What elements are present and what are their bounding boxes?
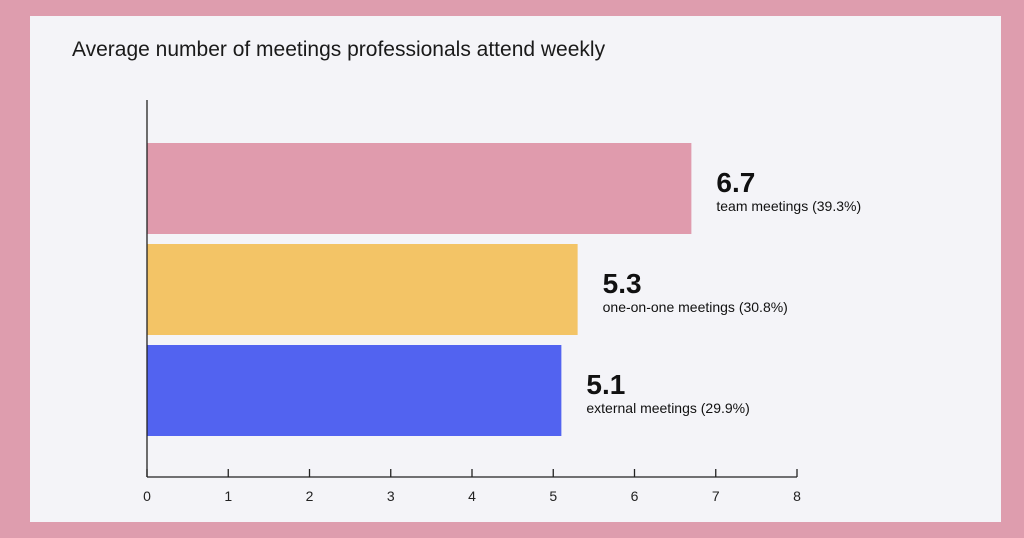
bars-group (147, 143, 692, 436)
bar-one-on-one-meetings (147, 244, 578, 335)
bar-value-label: 6.7 (716, 167, 755, 198)
x-tick-label: 8 (793, 488, 801, 504)
bar-value-label: 5.3 (603, 268, 642, 299)
bar-external-meetings (147, 345, 562, 436)
bar-team-meetings (147, 143, 692, 234)
x-tick-label: 6 (631, 488, 639, 504)
x-tick-label: 5 (549, 488, 557, 504)
x-tick-label: 4 (468, 488, 476, 504)
x-axis: 0 1 2 3 4 5 6 7 8 (143, 100, 801, 504)
chart-title: Average number of meetings professionals… (72, 38, 606, 61)
bar-value-label: 5.1 (586, 369, 625, 400)
bar-category-label: team meetings (39.3%) (716, 198, 861, 214)
x-tick-label: 3 (387, 488, 395, 504)
bar-category-label: one-on-one meetings (30.8%) (603, 299, 788, 315)
bar-category-label: external meetings (29.9%) (586, 400, 749, 416)
x-tick-label: 0 (143, 488, 151, 504)
x-tick-label: 2 (306, 488, 314, 504)
x-tick-label: 1 (224, 488, 232, 504)
x-tick-label: 7 (712, 488, 720, 504)
